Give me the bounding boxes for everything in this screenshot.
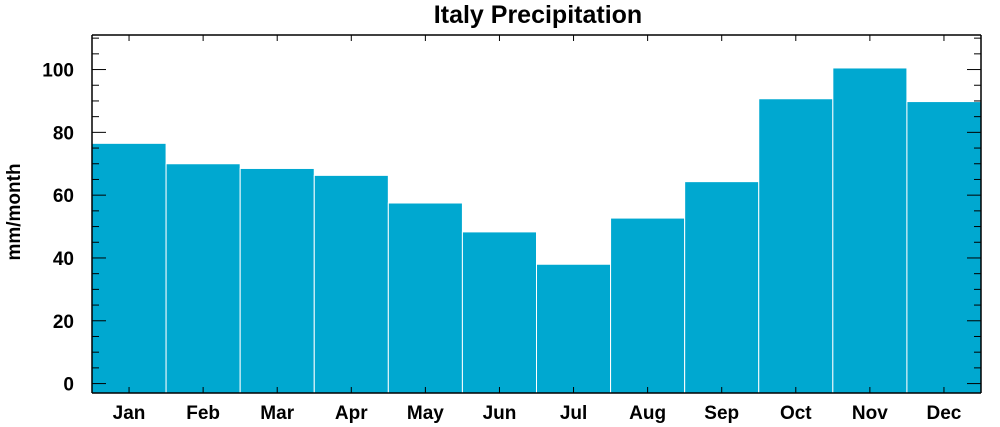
bar-jun: [461, 231, 538, 394]
axes-group: [91, 34, 982, 394]
x-tick-label-jan: Jan: [113, 403, 146, 424]
bar-sep: [684, 181, 760, 394]
x-tick-label-jul: Jul: [560, 403, 587, 424]
x-tick-label-oct: Oct: [780, 403, 812, 424]
bar-dec: [906, 101, 982, 394]
bar-feb: [165, 163, 241, 394]
y-tick-label: 0: [63, 375, 74, 396]
x-tick-label-apr: Apr: [335, 403, 368, 424]
x-tick-label-jun: Jun: [483, 403, 517, 424]
bar-aug: [610, 217, 686, 394]
x-tick-label-dec: Dec: [927, 403, 962, 424]
x-tick-label-mar: Mar: [260, 403, 294, 424]
x-tick-label-aug: Aug: [629, 403, 666, 424]
bar-may: [387, 202, 463, 394]
x-ticks-group: Jan Feb Mar Apr May Jun Jul Aug Sep Oct Nov Dec: [113, 35, 962, 424]
y-axis-label: mm/month: [4, 163, 25, 260]
y-tick-label: 60: [53, 186, 74, 207]
bar-oct: [758, 98, 834, 394]
y-tick-label: 100: [42, 61, 74, 82]
bar-jul: [536, 263, 612, 394]
y-tick-label: 20: [53, 312, 74, 333]
x-tick-label-may: May: [407, 403, 444, 424]
x-tick-label-feb: Feb: [186, 403, 220, 424]
chart-title: Italy Precipitation: [434, 1, 642, 29]
x-tick-label-nov: Nov: [852, 403, 888, 424]
bars-group: [91, 67, 982, 394]
y-tick-label: 40: [53, 249, 74, 270]
bar-jan: [91, 142, 167, 394]
y-tick-label: 80: [53, 123, 74, 144]
bar-mar: [239, 167, 315, 394]
x-tick-label-sep: Sep: [704, 403, 739, 424]
bar-apr: [313, 174, 389, 394]
bar-nov: [832, 67, 908, 394]
y-ticks-group: 0 20 40 60 80 100: [42, 37, 981, 396]
